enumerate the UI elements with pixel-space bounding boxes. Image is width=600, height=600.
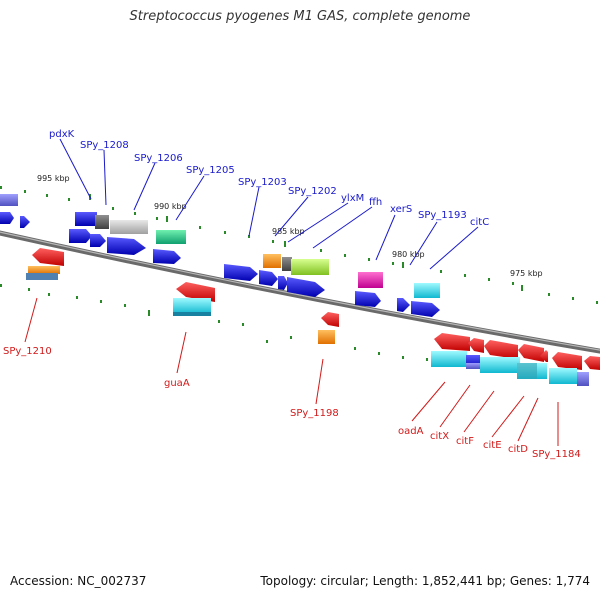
gene-label-xerS[interactable]: xerS [390,204,412,215]
gene-feature [584,356,600,370]
gene-label-oadA[interactable]: oadA [398,426,424,437]
kbp-label-985: 985 kbp [272,227,305,236]
gene-label-SPy_1202[interactable]: SPy_1202 [288,186,337,197]
gene-feature [466,363,480,369]
kbp-label-980: 980 kbp [392,250,425,259]
gene-label-SPy_1206[interactable]: SPy_1206 [134,153,183,164]
gene-feature [282,257,292,271]
gene-feature [153,249,181,264]
gene-feature [577,372,589,386]
kbp-label-995: 995 kbp [37,174,70,183]
map-title: Streptococcus pyogenes M1 GAS, complete … [129,9,471,24]
gene-feature [28,266,60,274]
gene-feature [291,259,329,275]
gene-label-SPy_1208[interactable]: SPy_1208 [80,140,129,151]
gene-feature [176,282,215,302]
gene-feature [355,291,381,307]
gene-label-SPy_1210[interactable]: SPy_1210 [3,346,52,357]
gene-feature [173,312,211,316]
gene-feature [484,340,518,359]
gene-feature [110,220,148,234]
inner-ruler [0,284,452,364]
gene-feature [518,344,544,362]
gene-feature [26,273,58,280]
gene-feature [278,276,288,290]
reverse-strand-features [26,248,600,386]
gene-label-citF[interactable]: citF [456,436,474,447]
gene-feature [173,298,211,314]
gene-label-SPy_1184[interactable]: SPy_1184 [532,449,581,460]
gene-label-SPy_1205[interactable]: SPy_1205 [186,165,235,176]
gene-feature [414,283,440,298]
leader-lines-lower [24,297,559,446]
gene-feature [156,230,186,244]
gene-feature [480,357,520,373]
gene-label-citE[interactable]: citE [483,440,502,451]
gene-feature [69,229,92,243]
genome-summary-text: Topology: circular; Length: 1,852,441 bp… [260,574,590,588]
gene-label-pdxK[interactable]: pdxK [49,129,75,140]
gene-feature [468,338,484,353]
gene-feature [434,333,470,351]
forward-strand-features [0,194,440,317]
kbp-label-990: 990 kbp [154,202,187,211]
gene-feature [224,264,258,281]
gene-feature [20,216,30,228]
gene-feature [549,368,577,384]
gene-feature [411,301,440,317]
gene-feature [552,352,582,370]
gene-label-SPy_1203[interactable]: SPy_1203 [238,177,287,188]
genome-backbone [0,230,600,354]
gene-feature [431,351,467,367]
gene-feature [517,363,537,379]
gene-feature [107,237,146,255]
gene-feature [358,272,383,288]
kbp-label-975: 975 kbp [510,269,543,278]
gene-label-guaA[interactable]: guaA [164,378,190,389]
gene-feature [259,270,278,286]
gene-feature [287,277,325,297]
gene-feature [95,215,109,229]
gene-feature [0,212,14,224]
gene-label-SPy_1198[interactable]: SPy_1198 [290,408,339,419]
gene-feature [321,312,339,327]
leader-lines-upper [59,138,479,270]
gene-feature [540,350,548,362]
gene-label-citX[interactable]: citX [430,431,449,442]
gene-label-ffh[interactable]: ffh [369,197,382,208]
accession-text: Accession: NC_002737 [10,574,147,588]
gene-label-citC[interactable]: citC [470,217,489,228]
gene-feature [0,194,18,206]
gene-feature [263,254,281,268]
gene-label-SPy_1193[interactable]: SPy_1193 [418,210,467,221]
gene-feature [318,330,335,344]
gene-feature [32,248,64,266]
gene-label-ylxM[interactable]: ylxM [341,193,364,204]
gene-feature [90,234,106,247]
gene-label-citD[interactable]: citD [508,444,528,455]
gene-feature [397,298,410,312]
gene-feature [75,212,97,226]
